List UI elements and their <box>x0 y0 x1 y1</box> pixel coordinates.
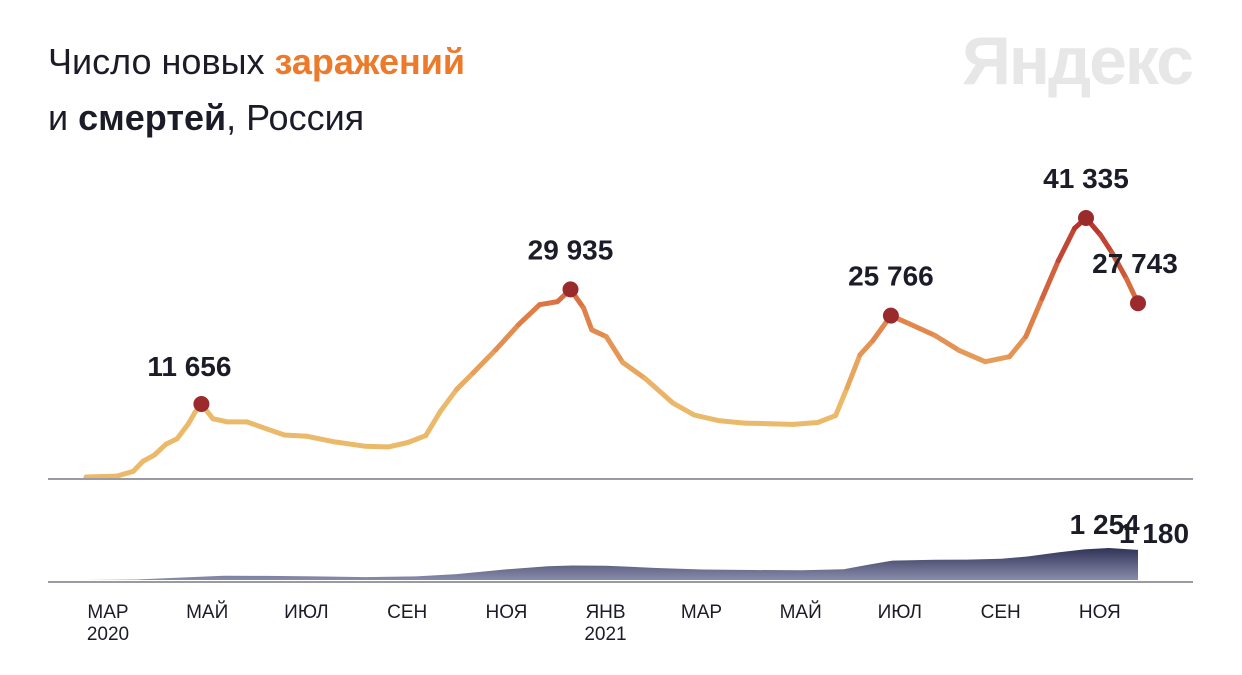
cases-peak-label: 11 656 <box>147 351 231 382</box>
cases-line-segment <box>766 421 796 427</box>
deaths-value-label: 1 180 <box>1119 518 1189 549</box>
peak-marker <box>193 396 210 412</box>
cases-line-segment <box>603 334 626 365</box>
deaths-value-label: 1 254 <box>1070 509 1140 540</box>
x-tick-label: МАЙ <box>780 601 822 623</box>
cases-line-segment <box>956 347 988 365</box>
cases-line-segment <box>857 337 876 358</box>
x-tick-year: 2020 <box>87 624 129 645</box>
title-prefix: Число новых <box>48 41 275 82</box>
title-line-1: Число новых заражений <box>48 34 465 90</box>
cases-line-segment <box>742 420 772 427</box>
cases-line-segment <box>405 433 429 445</box>
cases-line-segment <box>833 385 850 419</box>
x-tick-label: НОЯ <box>1079 602 1121 623</box>
title-accent-infections: заражений <box>274 41 465 82</box>
cases-line-segment <box>716 418 747 426</box>
x-tick-label: ИЮЛ <box>878 602 922 623</box>
cases-line-segment <box>454 370 476 392</box>
cases-line-segment <box>906 321 938 338</box>
peak-marker <box>882 307 899 324</box>
cases-line-segment <box>982 354 1012 365</box>
cases-line-segment <box>516 302 543 328</box>
x-tick-label: НОЯ <box>485 602 527 623</box>
x-tick-label: ИЮЛ <box>284 602 328 623</box>
cases-series <box>83 215 1141 480</box>
peak-marker <box>1078 210 1094 226</box>
cases-line-segment <box>1023 295 1045 340</box>
chart-title: Число новых заражений и смертей, Россия <box>48 34 465 146</box>
yandex-logo: Яндекс <box>962 23 1194 99</box>
cases-line-segment <box>363 443 391 450</box>
cases-line-segment <box>438 386 460 414</box>
x-tick-label: СЕН <box>981 602 1021 623</box>
cases-line-segment <box>244 419 269 432</box>
cases-line-segment <box>670 400 697 418</box>
title-suffix: , Россия <box>226 97 365 138</box>
cases-peak-label: 27 743 <box>1092 248 1178 279</box>
cases-line-segment <box>83 473 120 480</box>
x-tick-label: СЕН <box>387 602 427 623</box>
x-tick-label: МАР <box>681 602 722 623</box>
title-line-2: и смертей, Россия <box>48 90 465 146</box>
cases-peak-label: 41 335 <box>1043 163 1129 194</box>
cases-line-segment <box>304 433 338 445</box>
cases-line-segment <box>691 412 721 424</box>
x-tick-label: МАЙ <box>186 601 228 623</box>
cases-line-segment <box>1098 232 1115 256</box>
cases-line-segment <box>581 305 595 333</box>
cases-line-segment <box>470 347 499 376</box>
cases-line-segment <box>1007 334 1029 360</box>
deaths-series <box>86 548 1138 580</box>
cases-line-segment <box>423 408 443 439</box>
cases-line-segment <box>1109 250 1130 282</box>
peak-marker <box>562 281 579 298</box>
title-bold-deaths: смертей <box>78 97 227 138</box>
cases-line-segment <box>642 376 676 406</box>
title-and: и <box>48 97 79 138</box>
cases-peak-label: 25 766 <box>848 261 934 292</box>
x-tick-label: ЯНВ <box>585 602 625 623</box>
cases-line-segment <box>1055 225 1078 264</box>
cases-line-segment <box>1039 258 1061 301</box>
cases-line-segment <box>210 416 230 425</box>
cases-line-segment <box>844 352 863 391</box>
cases-line-segment <box>589 327 609 340</box>
cases-line-segment <box>932 332 962 353</box>
cases-line-segment <box>281 432 310 439</box>
cases-line-segment <box>815 413 839 425</box>
cases-line-segment <box>151 441 169 458</box>
deaths-area <box>86 548 1138 580</box>
cases-line-segment <box>537 299 560 308</box>
cases-line-segment <box>790 420 821 427</box>
cases-line-segment <box>493 322 521 353</box>
cases-line-segment <box>264 426 287 438</box>
peak-marker <box>1130 295 1146 312</box>
cases-line-segment <box>332 439 369 449</box>
cases-line-segment <box>385 440 411 450</box>
cases-line-segment <box>174 421 191 442</box>
cases-peak-label: 29 935 <box>528 234 614 265</box>
x-tick-label: МАР <box>87 602 128 623</box>
cases-line-segment <box>114 468 136 479</box>
cases-line-segment <box>620 359 648 382</box>
x-tick-year: 2021 <box>584 624 626 645</box>
